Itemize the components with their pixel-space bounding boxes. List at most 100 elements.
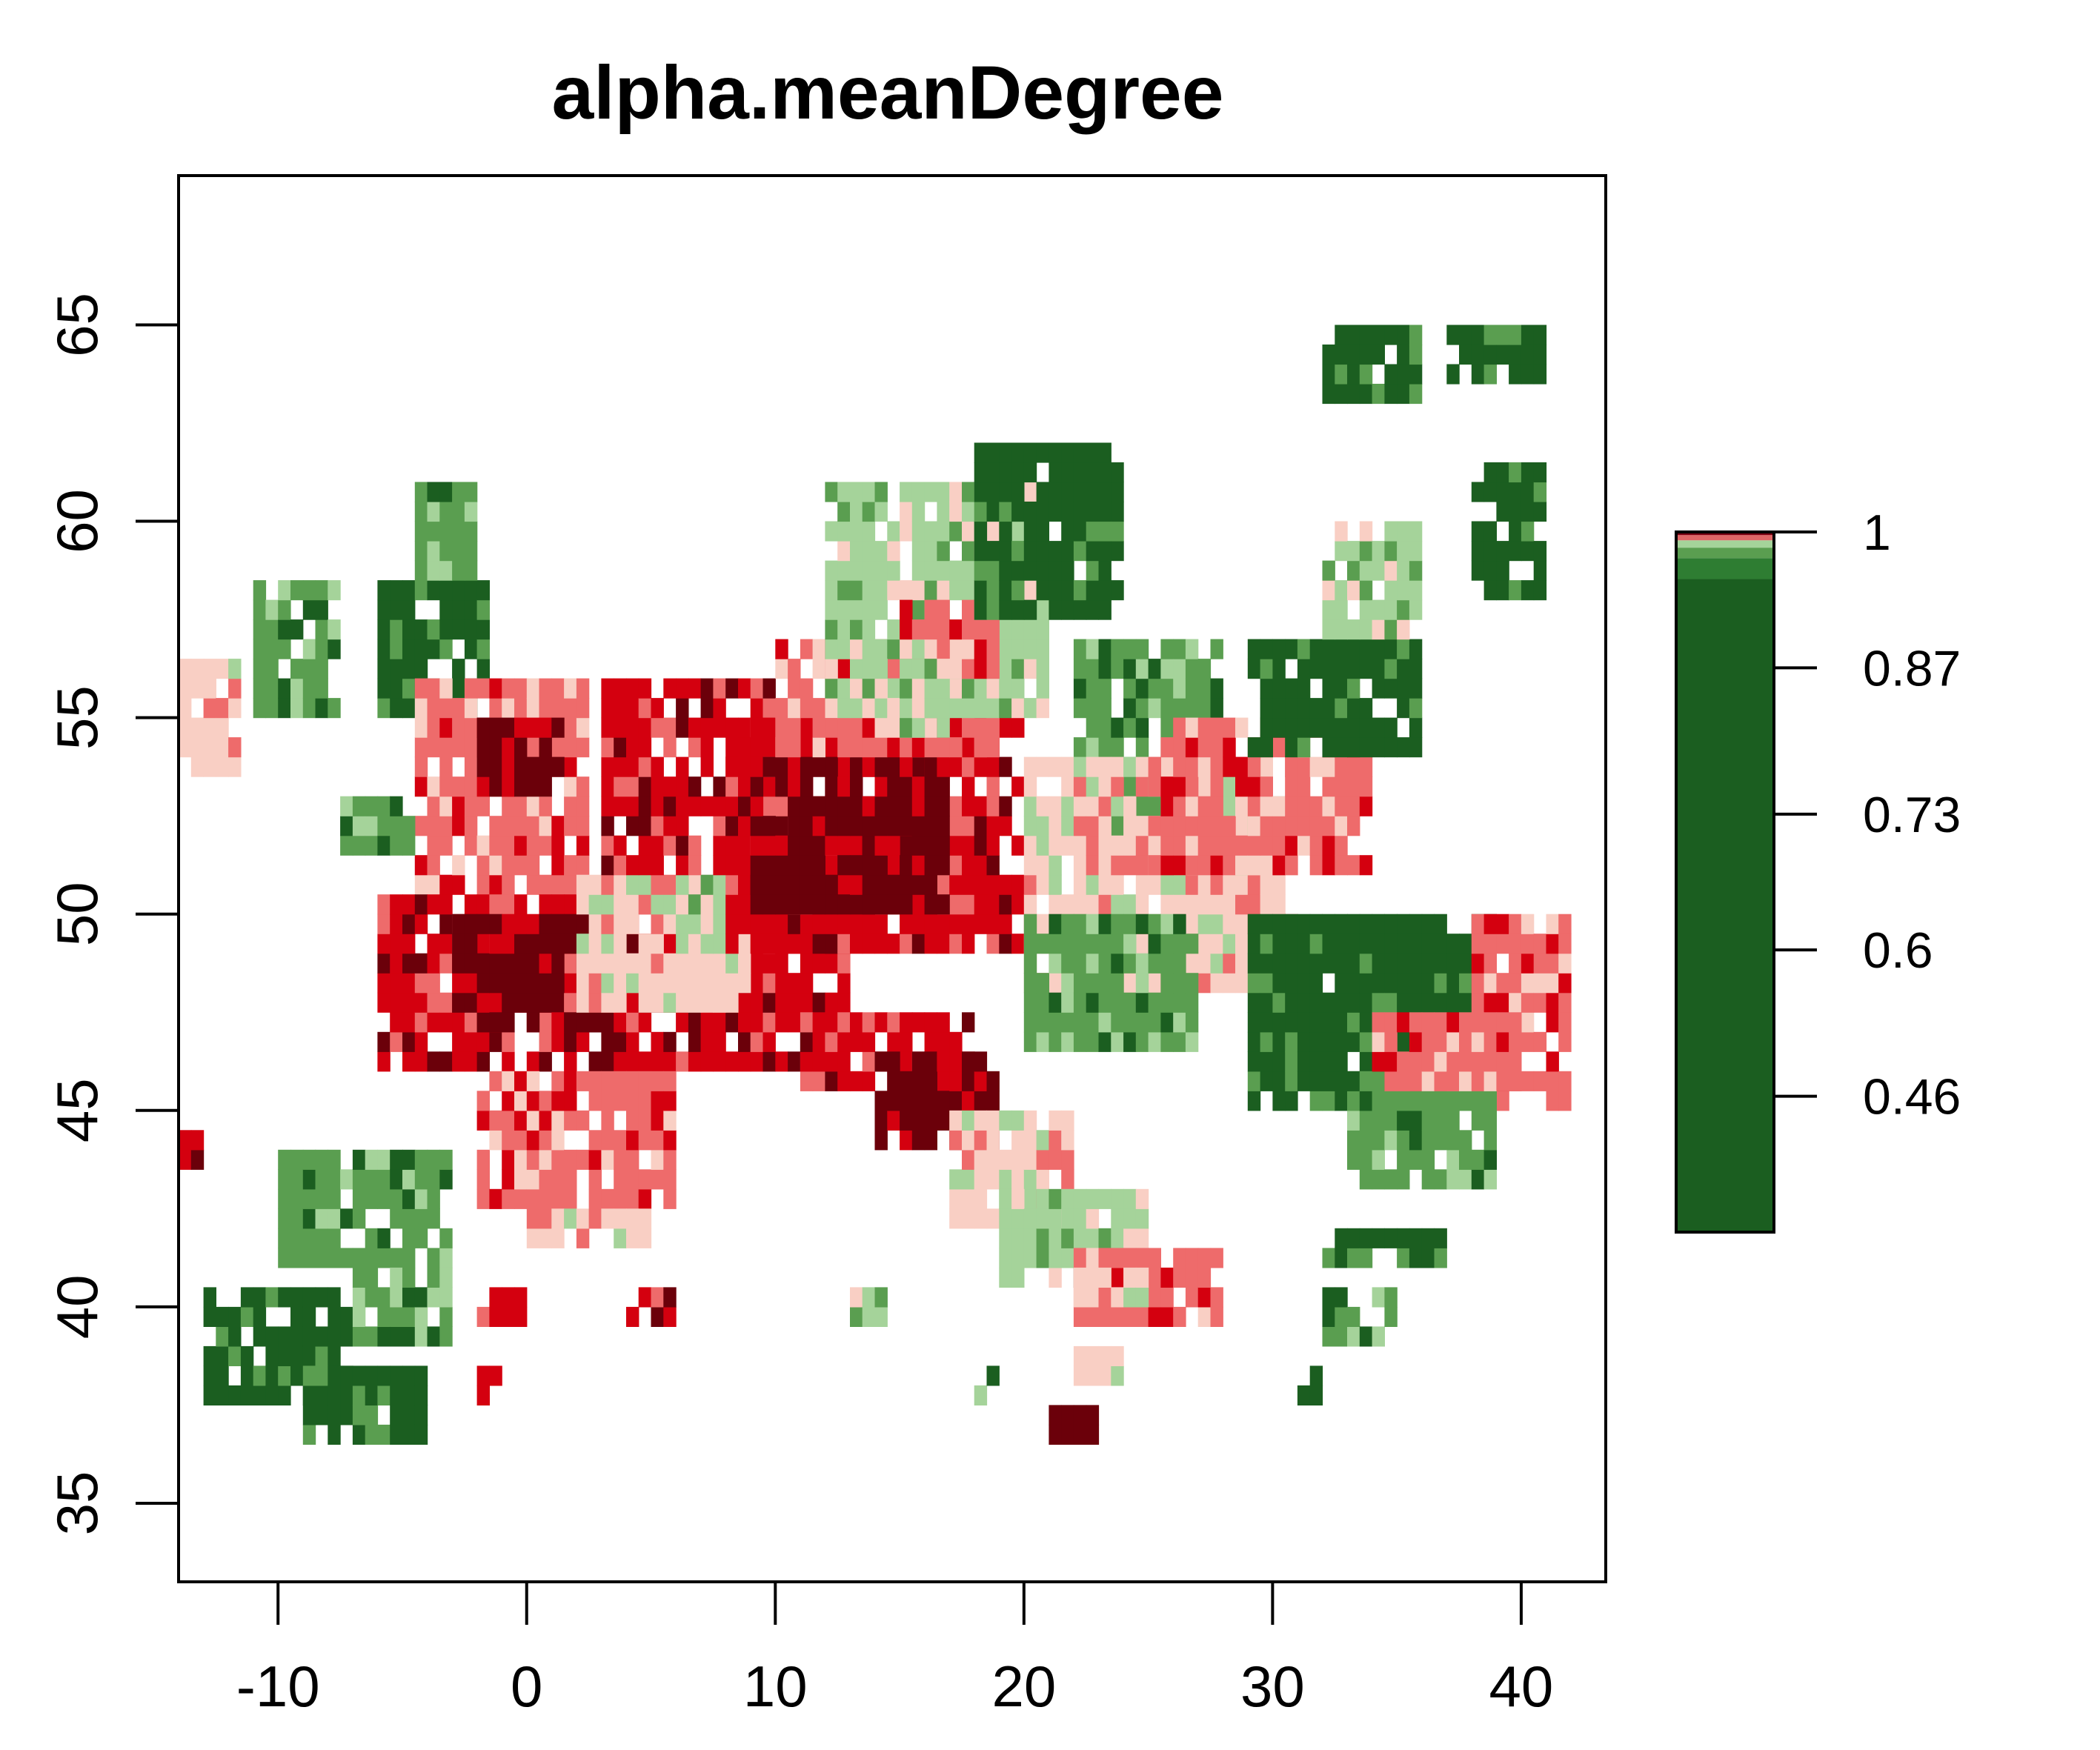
heatmap-cell [601,1051,614,1072]
heatmap-cell [1160,973,1174,994]
heatmap-cell [452,659,465,679]
heatmap-cell [1322,698,1335,719]
heatmap-cell [1335,1012,1348,1033]
heatmap-cell [551,973,565,994]
heatmap-cells [179,325,1572,1445]
heatmap-cell [476,1031,490,1052]
heatmap-cell [1397,914,1410,934]
heatmap-cell [427,1267,440,1288]
heatmap-cell [1135,934,1149,954]
heatmap-cell [1086,796,1100,816]
heatmap-cell [1111,973,1124,994]
heatmap-cell [576,1071,590,1091]
heatmap-cell [1073,1248,1087,1268]
heatmap-cell [1023,835,1037,856]
heatmap-cell [278,1208,291,1229]
heatmap-cell [1023,1228,1037,1248]
heatmap-cell [302,659,316,679]
heatmap-cell [464,678,478,699]
heatmap-cell [352,1385,366,1405]
heatmap-cell [365,1248,379,1268]
heatmap-cell [489,678,502,699]
heatmap-cell [377,1149,391,1170]
heatmap-cell [874,678,888,699]
heatmap-cell [1235,796,1249,816]
heatmap-cell [1111,1287,1124,1308]
heatmap-cell [514,816,528,836]
heatmap-cell [564,1031,577,1052]
heatmap-cell [1061,599,1074,620]
heatmap-cell [1049,442,1062,463]
heatmap-cell [402,1228,416,1248]
heatmap-cell [315,1208,328,1229]
heatmap-cell [1086,541,1100,562]
heatmap-cell [1359,1228,1373,1248]
heatmap-cell [601,992,614,1013]
heatmap-cell [1185,953,1199,974]
heatmap-cell [228,1345,242,1366]
heatmap-cell [1247,796,1261,816]
heatmap-cell [377,992,391,1013]
heatmap-cell [352,1248,366,1268]
heatmap-cell [837,717,851,738]
y-tick-label: 45 [44,1078,110,1142]
heatmap-cell [663,1188,677,1209]
heatmap-cell [1397,560,1410,581]
heatmap-cell [551,756,565,777]
legend-band [1676,540,1774,548]
heatmap-cell [414,1169,428,1190]
heatmap-cell [414,1306,428,1327]
heatmap-cell [1434,1248,1447,1268]
heatmap-cell [1210,934,1223,954]
heatmap-cell [1086,659,1100,679]
heatmap-cell [911,541,926,562]
heatmap-cell [365,796,379,816]
heatmap-cell [377,659,391,679]
heatmap-cell [837,1071,851,1091]
heatmap-cell [377,835,391,856]
heatmap-cell [900,502,913,522]
heatmap-cell [1260,796,1273,816]
heatmap-cell [452,796,465,816]
heatmap-cell [638,678,652,699]
heatmap-cell [1011,1208,1025,1229]
heatmap-cell [1173,835,1186,856]
heatmap-cell [414,992,428,1013]
heatmap-cell [601,1031,614,1052]
heatmap-cell [800,874,814,895]
heatmap-cell [1160,678,1174,699]
heatmap-cell [962,1208,975,1229]
heatmap-cell [328,1169,341,1190]
heatmap-cell [1086,992,1100,1013]
heatmap-cell [937,678,950,699]
heatmap-cell [601,776,614,797]
heatmap-cell [887,659,900,679]
heatmap-cell [1297,1071,1311,1091]
heatmap-cell [1036,1228,1049,1248]
heatmap-cell [216,1385,229,1405]
heatmap-cell [439,599,453,620]
heatmap-cell [1309,835,1323,856]
heatmap-cell [253,1287,267,1308]
heatmap-cell [862,502,876,522]
heatmap-cell [676,973,689,994]
heatmap-cell [1322,619,1335,640]
heatmap-cell [514,835,528,856]
heatmap-cell [439,482,453,502]
heatmap-cell [1011,894,1025,915]
heatmap-cell [514,992,528,1013]
heatmap-cell [924,1012,937,1033]
heatmap-cell [502,953,515,974]
heatmap-cell [539,698,552,719]
heatmap-cell [1434,992,1447,1013]
heatmap-cell [1434,1071,1447,1091]
heatmap-cell [1347,659,1360,679]
heatmap-cell [439,521,453,542]
heatmap-cell [1533,482,1547,502]
heatmap-cell [1397,953,1410,974]
heatmap-cell [1322,953,1335,974]
heatmap-cell [1098,776,1112,797]
heatmap-cell [800,894,814,915]
heatmap-cell [800,816,814,836]
heatmap-cell [924,816,937,836]
